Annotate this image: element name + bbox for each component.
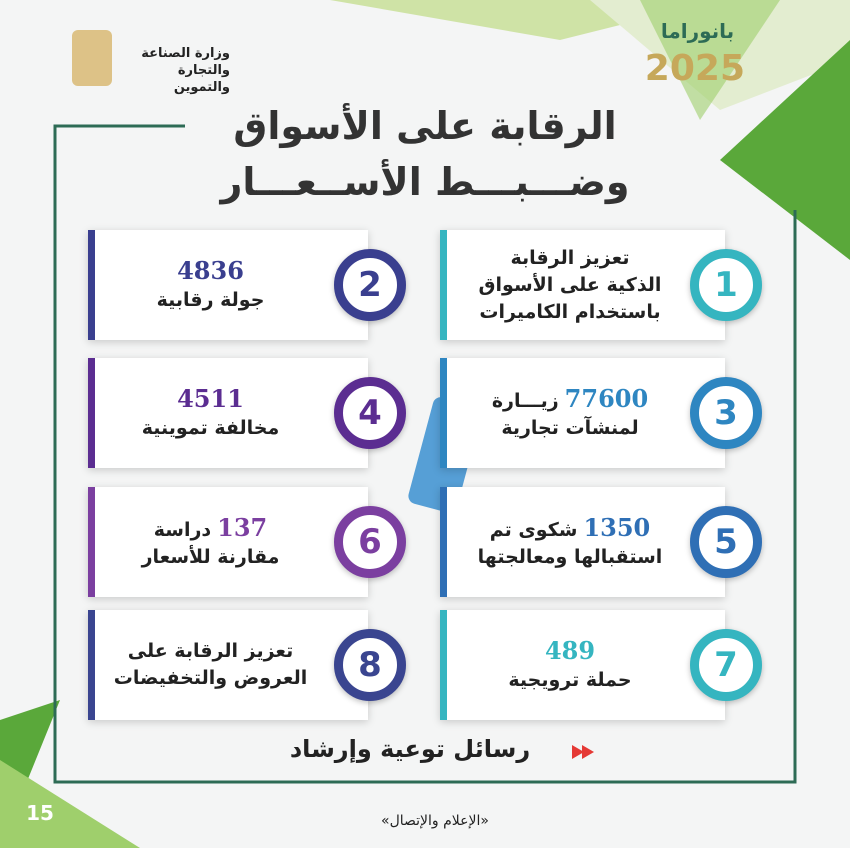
card-value: 4511 bbox=[177, 383, 244, 413]
card-line: باستخدام الكاميرات bbox=[450, 299, 690, 326]
card-line: 137دراسة bbox=[98, 514, 323, 544]
card-text: 1350شكوى تم استقبالها ومعالجتها bbox=[450, 487, 690, 597]
card-text: 4836 جولة رقابية bbox=[98, 230, 323, 340]
card-line: حملة ترويجية bbox=[450, 667, 690, 694]
card-label: تعزيز الرقابة bbox=[510, 246, 630, 269]
card-value: 137 bbox=[217, 512, 268, 542]
ministry-name: وزارة الصناعة والتجارة والتموين bbox=[120, 45, 230, 96]
campaign: رسائل توعية وإرشاد bbox=[289, 735, 531, 763]
card-line: تعزيز الرقابة bbox=[450, 245, 690, 272]
index-circle: 4 bbox=[334, 377, 406, 449]
card-line: تعزيز الرقابة على bbox=[98, 638, 323, 665]
brand: بانوراما bbox=[660, 19, 735, 43]
card-label: جولة رقابية bbox=[156, 288, 265, 311]
card-line: جولة رقابية bbox=[98, 287, 323, 314]
card-label: حملة ترويجية bbox=[508, 668, 632, 691]
card: 137دراسة مقارنة للأسعار bbox=[88, 487, 368, 597]
card-label: لمنشآت تجارية bbox=[501, 416, 639, 439]
card-text: تعزيز الرقابة على العروض والتخفيضات bbox=[98, 610, 323, 720]
card-line: مخالفة تموينية bbox=[98, 415, 323, 442]
card-text: 4511 مخالفة تموينية bbox=[98, 358, 323, 468]
card-text: تعزيز الرقابة الذكية على الأسواق باستخدام … bbox=[450, 230, 690, 340]
card: 77600زيـــارة لمنشآت تجارية bbox=[440, 358, 725, 468]
ministry-line: والتجارة والتموين bbox=[173, 63, 230, 95]
card-line: 77600زيـــارة bbox=[450, 385, 690, 415]
card-strip bbox=[440, 487, 447, 597]
card: 4836 جولة رقابية bbox=[88, 230, 368, 340]
card-strip bbox=[88, 487, 95, 597]
card-line: لمنشآت تجارية bbox=[450, 415, 690, 442]
card-label: مخالفة تموينية bbox=[141, 416, 280, 439]
value-line: 4836 bbox=[98, 257, 323, 287]
card-text: 137دراسة مقارنة للأسعار bbox=[98, 487, 323, 597]
card-label: باستخدام الكاميرات bbox=[479, 300, 661, 323]
card-value: 77600 bbox=[564, 383, 649, 413]
card-line: 1350شكوى تم bbox=[450, 514, 690, 544]
title-line: وضـــبـــط الأســعـــار bbox=[220, 160, 630, 204]
page-number: 15 bbox=[26, 801, 54, 825]
value-line: 489 bbox=[450, 637, 690, 667]
card-strip bbox=[88, 358, 95, 468]
card-text: 489 حملة ترويجية bbox=[450, 610, 690, 720]
card-value: 1350 bbox=[583, 512, 651, 542]
card-text: 77600زيـــارة لمنشآت تجارية bbox=[450, 358, 690, 468]
card: 4511 مخالفة تموينية bbox=[88, 358, 368, 468]
card-label: تعزيز الرقابة على bbox=[127, 640, 294, 662]
card-strip bbox=[440, 230, 447, 340]
card-strip bbox=[88, 610, 95, 720]
card: 1350شكوى تم استقبالها ومعالجتها bbox=[440, 487, 725, 597]
card-line: العروض والتخفيضات bbox=[98, 665, 323, 692]
year: 2025 bbox=[644, 48, 745, 89]
card-line: مقارنة للأسعار bbox=[98, 544, 323, 571]
card-line: الذكية على الأسواق bbox=[450, 272, 690, 299]
card-label: شكوى تم bbox=[489, 518, 578, 541]
card: تعزيز الرقابة على العروض والتخفيضات bbox=[88, 610, 368, 720]
card-strip bbox=[88, 230, 95, 340]
index-circle: 1 bbox=[690, 249, 762, 321]
index-circle: 3 bbox=[690, 377, 762, 449]
card-label: استقبالها ومعالجتها bbox=[477, 545, 663, 568]
ministry-line: وزارة الصناعة bbox=[141, 46, 230, 61]
index-circle: 7 bbox=[690, 629, 762, 701]
index-circle: 5 bbox=[690, 506, 762, 578]
card: تعزيز الرقابة الذكية على الأسواق باستخدام … bbox=[440, 230, 725, 340]
index-circle: 6 bbox=[334, 506, 406, 578]
card-line: استقبالها ومعالجتها bbox=[450, 544, 690, 571]
index-circle: 8 bbox=[334, 629, 406, 701]
card-label: العروض والتخفيضات bbox=[113, 667, 308, 689]
card-label: زيـــارة bbox=[491, 389, 559, 412]
card-label: دراسة bbox=[153, 518, 212, 541]
card-strip bbox=[440, 610, 447, 720]
value-line: 4511 bbox=[98, 385, 323, 415]
department: «الإعلام والإتصال» bbox=[381, 813, 489, 829]
card-value: 4836 bbox=[177, 255, 244, 285]
card-label: مقارنة للأسعار bbox=[141, 545, 280, 568]
card-strip bbox=[440, 358, 447, 468]
index-circle: 2 bbox=[334, 249, 406, 321]
card-value: 489 bbox=[544, 635, 596, 665]
card-label: الذكية على الأسواق bbox=[478, 273, 662, 296]
card: 489 حملة ترويجية bbox=[440, 610, 725, 720]
title: الرقابة على الأسواق وضـــبـــط الأســعـــ… bbox=[200, 98, 650, 210]
title-line: الرقابة على الأسواق bbox=[233, 104, 617, 148]
